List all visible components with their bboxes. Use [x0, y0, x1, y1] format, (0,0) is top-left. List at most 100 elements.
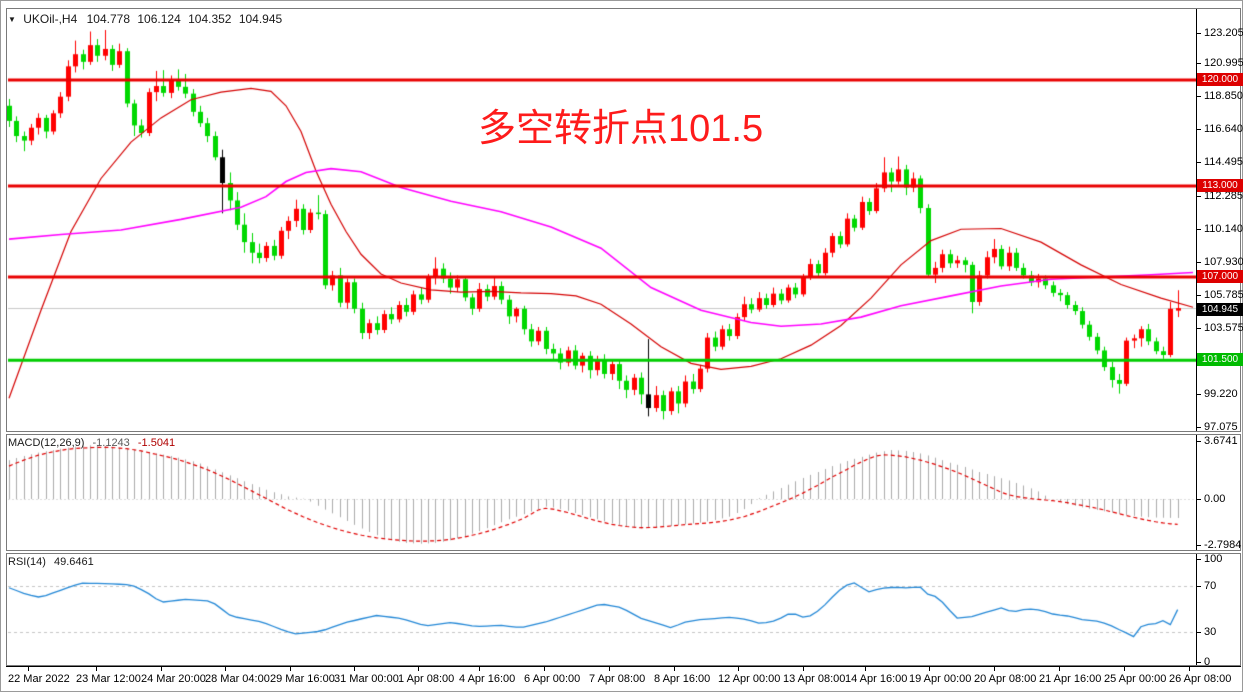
- time-label: 14 Apr 16:00: [845, 673, 908, 685]
- time-tick: [1059, 667, 1060, 671]
- price-tick: [1196, 96, 1201, 97]
- chart-annotation-text[interactable]: 多空转折点101.5: [478, 108, 764, 150]
- time-label: 4 Apr 16:00: [459, 673, 516, 685]
- time-label: 26 Apr 08:00: [1169, 673, 1232, 685]
- time-label: 22 Mar 2022: [8, 673, 70, 685]
- time-tick: [994, 667, 995, 671]
- price-tick: [1196, 262, 1201, 263]
- price-tick-label: 110.140: [1204, 223, 1243, 235]
- macd-value-signal: -1.5041: [137, 437, 176, 449]
- time-tick: [354, 667, 355, 671]
- rsi-tick: [1196, 632, 1201, 633]
- time-label: 7 Apr 08:00: [589, 673, 646, 685]
- time-label: 21 Apr 16:00: [1039, 673, 1102, 685]
- price-tick-label: 103.575: [1204, 322, 1243, 334]
- price-badge-104.945: 104.945: [1197, 303, 1243, 316]
- macd-tick: [1196, 441, 1201, 442]
- time-tick: [738, 667, 739, 671]
- rsi-label: RSI(14) 49.6461: [8, 556, 94, 568]
- time-label: 24 Mar 20:00: [141, 673, 206, 685]
- price-tick-label: 112.285: [1204, 190, 1243, 202]
- rsi-tick-label: 30: [1204, 626, 1217, 638]
- time-tick: [609, 667, 610, 671]
- time-tick: [929, 667, 930, 671]
- price-tick: [1196, 328, 1201, 329]
- rsi-tick-label: 100: [1204, 553, 1223, 565]
- price-tick: [1196, 162, 1201, 163]
- time-tick: [479, 667, 480, 671]
- rsi-tick: [1196, 662, 1201, 663]
- macd-tick-label: -2.7984: [1204, 539, 1242, 551]
- macd-tick: [1196, 499, 1201, 500]
- rsi-panel: [6, 553, 1241, 666]
- time-tick: [161, 667, 162, 671]
- ohlc-low: 104.352: [188, 12, 232, 26]
- price-tick: [1196, 129, 1201, 130]
- time-tick: [290, 667, 291, 671]
- price-tick-label: 97.075: [1204, 421, 1238, 433]
- price-tick: [1196, 33, 1201, 34]
- price-badge-113.000: 113.000: [1197, 179, 1243, 192]
- price-tick: [1196, 63, 1201, 64]
- time-label: 29 Mar 16:00: [270, 673, 335, 685]
- price-chart-canvas[interactable]: [7, 9, 1196, 431]
- chevron-down-icon[interactable]: ▼: [8, 15, 16, 24]
- macd-tick: [1196, 545, 1201, 546]
- rsi-tick: [1196, 586, 1201, 587]
- rsi-tick-label: 70: [1204, 580, 1217, 592]
- time-tick: [225, 667, 226, 671]
- price-badge-120.000: 120.000: [1197, 73, 1243, 86]
- price-badge-101.500: 101.500: [1197, 353, 1243, 366]
- rsi-tick-label: 0: [1204, 656, 1211, 668]
- time-axis: 22 Mar 2022 23 Mar 12:00 24 Mar 20:00 28 Ma…: [6, 666, 1241, 691]
- time-tick: [674, 667, 675, 671]
- time-label: 28 Mar 04:00: [205, 673, 270, 685]
- price-tick-label: 105.785: [1204, 289, 1243, 301]
- ohlc-close: 104.945: [238, 12, 283, 26]
- time-tick: [1124, 667, 1125, 671]
- price-tick-label: 99.220: [1204, 388, 1238, 400]
- axis-vertical-line: [1196, 9, 1197, 431]
- price-tick: [1196, 196, 1201, 197]
- axis-vertical-line: [1196, 435, 1197, 550]
- price-tick: [1196, 295, 1201, 296]
- price-tick-label: 118.850: [1204, 90, 1243, 102]
- macd-tick-label: 3.6741: [1204, 435, 1238, 447]
- time-tick: [544, 667, 545, 671]
- symbol-timeframe: UKOil-,H4: [23, 12, 78, 26]
- rsi-tick: [1196, 559, 1201, 560]
- time-label: 19 Apr 00:00: [909, 673, 972, 685]
- macd-panel: [6, 434, 1241, 551]
- time-label: 20 Apr 08:00: [974, 673, 1037, 685]
- rsi-name: RSI(14): [8, 556, 46, 568]
- time-tick: [865, 667, 866, 671]
- price-tick-label: 123.205: [1204, 27, 1243, 39]
- ohlc-open: 104.778: [86, 12, 131, 26]
- time-tick: [1189, 667, 1190, 671]
- time-tick: [96, 667, 97, 671]
- price-tick: [1196, 229, 1201, 230]
- price-tick-label: 107.930: [1204, 256, 1243, 268]
- ohlc-high: 106.124: [137, 12, 181, 26]
- macd-label: MACD(12,26,9) -1.1243 -1.5041: [8, 437, 175, 449]
- main-chart-panel: [6, 8, 1241, 432]
- price-tick-label: 120.995: [1204, 57, 1243, 69]
- chart-title[interactable]: ▼ UKOil-,H4 104.778 106.124 104.352 104.…: [8, 12, 282, 26]
- time-tick: [28, 667, 29, 671]
- macd-tick-label: 0.00: [1204, 493, 1226, 505]
- price-badge-107.000: 107.000: [1197, 270, 1243, 283]
- time-tick: [803, 667, 804, 671]
- time-tick: [418, 667, 419, 671]
- macd-name: MACD(12,26,9): [8, 437, 85, 449]
- time-label: 12 Apr 00:00: [718, 673, 781, 685]
- time-label: 8 Apr 16:00: [654, 673, 711, 685]
- rsi-chart-canvas[interactable]: [7, 554, 1196, 665]
- time-label: 13 Apr 08:00: [783, 673, 846, 685]
- macd-chart-canvas[interactable]: [7, 435, 1196, 550]
- rsi-value: 49.6461: [53, 556, 94, 568]
- axis-vertical-line: [1196, 554, 1197, 665]
- time-label: 25 Apr 00:00: [1104, 673, 1167, 685]
- macd-value-main: -1.1243: [92, 437, 130, 449]
- price-tick-label: 116.640: [1204, 123, 1243, 135]
